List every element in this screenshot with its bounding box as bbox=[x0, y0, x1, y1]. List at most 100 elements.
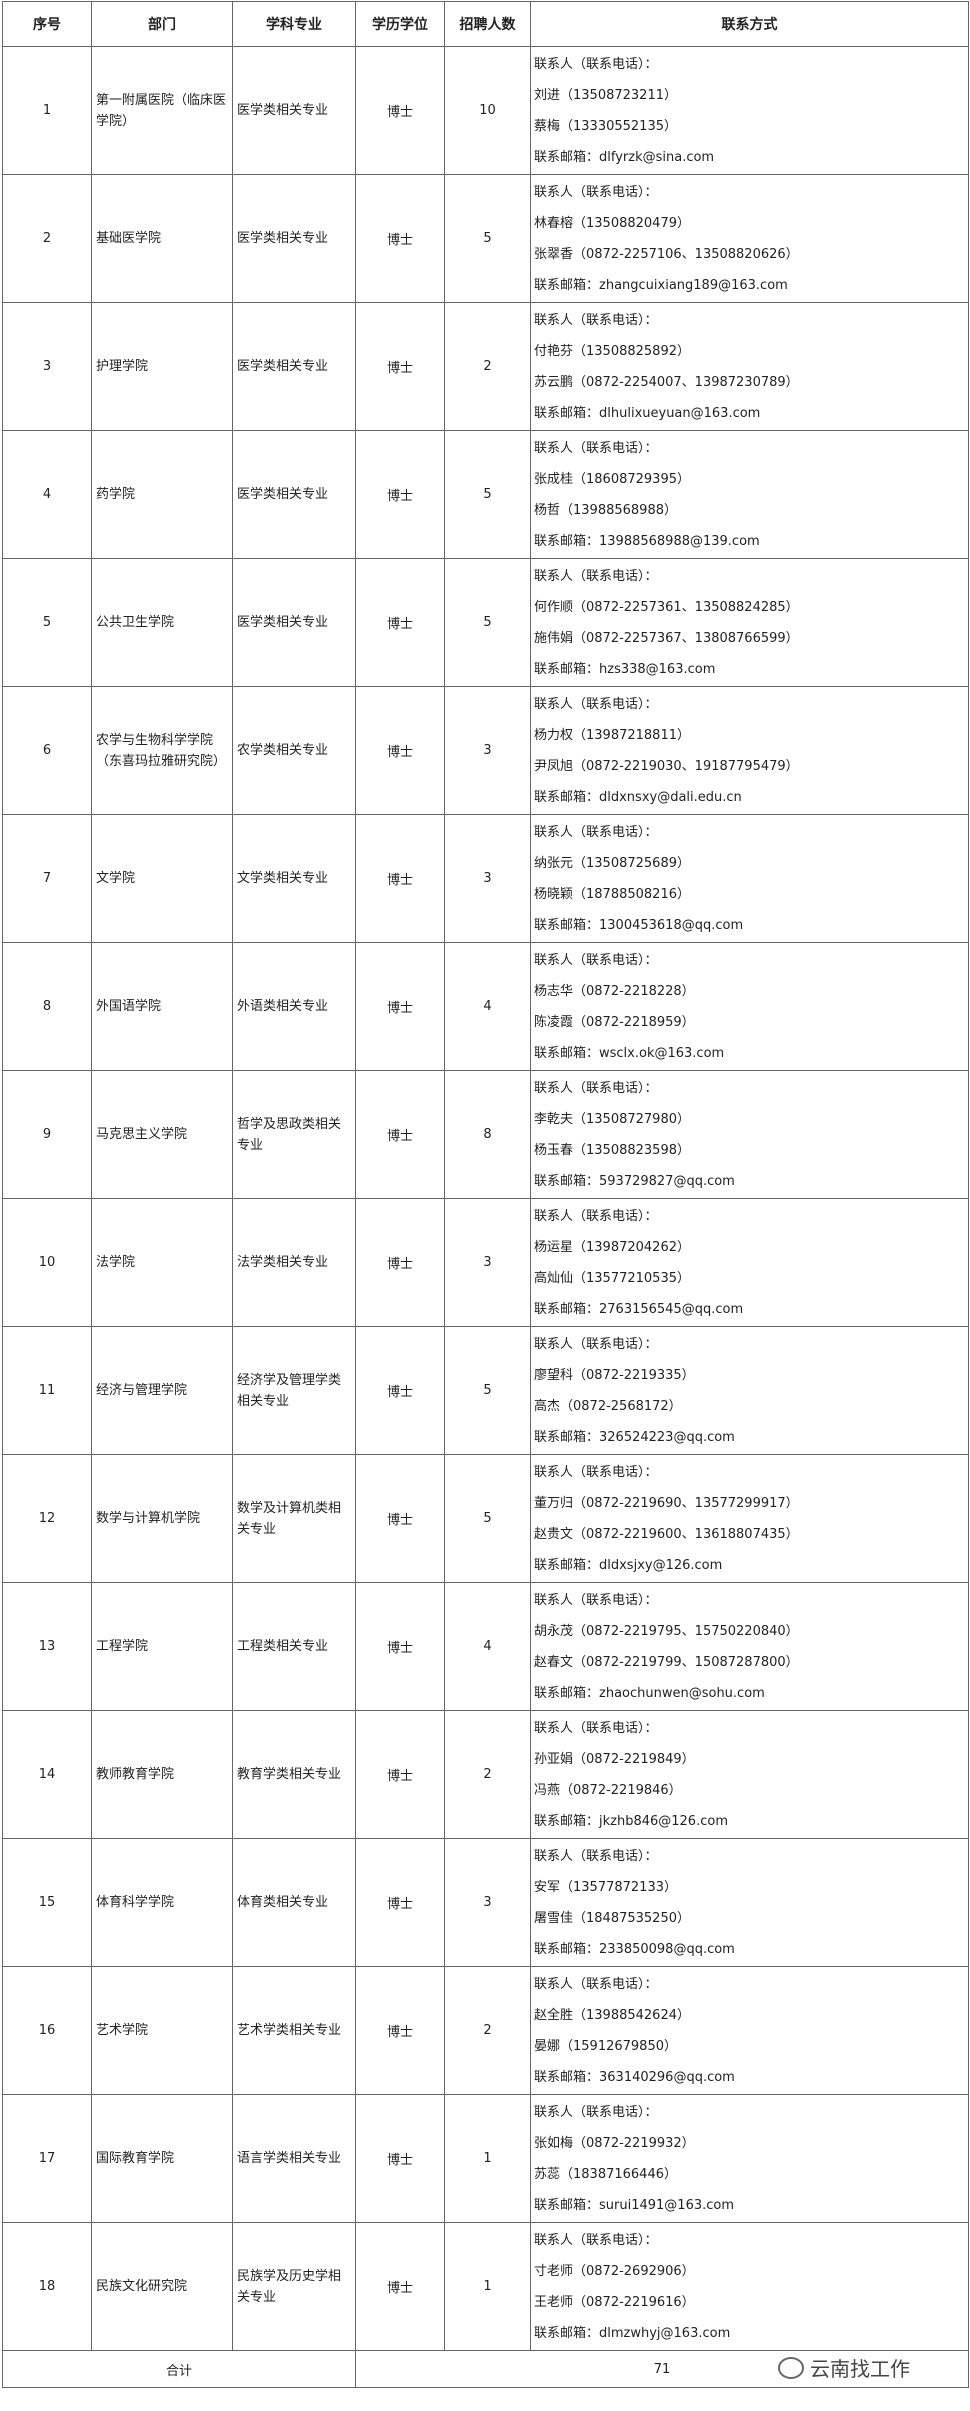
contact-line: 杨晓颖（18788508216） bbox=[534, 886, 690, 902]
contact-line: 联系邮箱：dldxsjxy@126.com bbox=[534, 1557, 723, 1573]
table-row: 14 教师教育学院 教育学类相关专业 博士 2 联系人（联系电话）： 孙亚娟（0872-22… bbox=[2, 1710, 969, 1839]
total-value: 71 bbox=[355, 2350, 969, 2388]
headcount: 3 bbox=[444, 1198, 531, 1327]
table-row: 1 第一附属医院（临床医学院） 医学类相关专业 博士 10 联系人（联系电话）： 刘进（13… bbox=[2, 46, 969, 175]
row-number: 15 bbox=[2, 1838, 92, 1967]
degree: 博士 bbox=[355, 1582, 445, 1711]
headcount: 3 bbox=[444, 814, 531, 943]
degree: 博士 bbox=[355, 558, 445, 687]
major: 医学类相关专业 bbox=[232, 174, 356, 303]
contact-line: 何作顺（0872-2257361、13508824285） bbox=[534, 599, 799, 615]
degree: 博士 bbox=[355, 942, 445, 1071]
contact-line: 刘进（13508723211） bbox=[534, 87, 677, 103]
contact-line: 杨运星（13987204262） bbox=[534, 1239, 690, 1255]
major: 医学类相关专业 bbox=[232, 302, 356, 431]
row-number: 6 bbox=[2, 686, 92, 815]
headcount: 5 bbox=[444, 558, 531, 687]
table-row: 7 文学院 文学类相关专业 博士 3 联系人（联系电话）： 纳张元（13508725689）… bbox=[2, 814, 969, 943]
department: 护理学院 bbox=[91, 302, 233, 431]
contact-line: 联系人（联系电话）： bbox=[534, 952, 658, 968]
row-number: 8 bbox=[2, 942, 92, 1071]
contact-line: 联系人（联系电话）： bbox=[534, 1720, 658, 1736]
table-row: 4 药学院 医学类相关专业 博士 5 联系人（联系电话）： 张成桂（18608729395）… bbox=[2, 430, 969, 559]
contact-line: 联系邮箱：dlfyrzk@sina.com bbox=[534, 149, 715, 165]
contact-line: 联系人（联系电话）： bbox=[534, 56, 658, 72]
column-header: 联系方式 bbox=[530, 1, 969, 47]
contact-line: 赵全胜（13988542624） bbox=[534, 2007, 690, 2023]
major: 农学类相关专业 bbox=[232, 686, 356, 815]
contact-line: 陈凌霞（0872-2218959） bbox=[534, 1014, 695, 1030]
contact-line: 联系人（联系电话）： bbox=[534, 2104, 658, 2120]
contact-cell: 联系人（联系电话）： 李乾夫（13508727980） 杨玉春（1350882359… bbox=[530, 1070, 969, 1199]
degree: 博士 bbox=[355, 302, 445, 431]
department: 体育科学学院 bbox=[91, 1838, 233, 1967]
contact-cell: 联系人（联系电话）： 孙亚娟（0872-2219849） 冯燕（0872-22198… bbox=[530, 1710, 969, 1839]
headcount: 5 bbox=[444, 430, 531, 559]
column-header: 部门 bbox=[91, 1, 233, 47]
row-number: 12 bbox=[2, 1454, 92, 1583]
contact-line: 张如梅（0872-2219932） bbox=[534, 2135, 695, 2151]
major: 民族学及历史学相关专业 bbox=[232, 2222, 356, 2351]
contact-line: 联系邮箱：dlhulixueyuan@163.com bbox=[534, 405, 761, 421]
contact-line: 王老师（0872-2219616） bbox=[534, 2294, 695, 2310]
department: 马克思主义学院 bbox=[91, 1070, 233, 1199]
degree: 博士 bbox=[355, 1966, 445, 2095]
major: 医学类相关专业 bbox=[232, 430, 356, 559]
department: 艺术学院 bbox=[91, 1966, 233, 2095]
contact-cell: 联系人（联系电话）： 寸老师（0872-2692906） 王老师（0872-2219… bbox=[530, 2222, 969, 2351]
contact-line: 联系人（联系电话）： bbox=[534, 1080, 658, 1096]
contact-cell: 联系人（联系电话）： 何作顺（0872-2257361、13508824285） 施… bbox=[530, 558, 969, 687]
contact-line: 联系邮箱：surui1491@163.com bbox=[534, 2197, 735, 2213]
headcount: 4 bbox=[444, 942, 531, 1071]
contact-line: 联系邮箱：jkzhb846@126.com bbox=[534, 1813, 728, 1829]
headcount: 5 bbox=[444, 174, 531, 303]
department: 法学院 bbox=[91, 1198, 233, 1327]
contact-line: 张翠香（0872-2257106、13508820626） bbox=[534, 246, 799, 262]
contact-line: 联系邮箱：593729827@qq.com bbox=[534, 1173, 735, 1189]
major: 医学类相关专业 bbox=[232, 46, 356, 175]
degree: 博士 bbox=[355, 46, 445, 175]
contact-line: 寸老师（0872-2692906） bbox=[534, 2263, 695, 2279]
contact-line: 联系邮箱：326524223@qq.com bbox=[534, 1429, 735, 1445]
department: 农学与生物科学学院（东喜玛拉雅研究院） bbox=[91, 686, 233, 815]
contact-line: 冯燕（0872-2219846） bbox=[534, 1782, 682, 1798]
contact-line: 联系人（联系电话）： bbox=[534, 1848, 658, 1864]
contact-line: 高杰（0872-2568172） bbox=[534, 1398, 682, 1414]
contact-line: 李乾夫（13508727980） bbox=[534, 1111, 690, 1127]
department: 第一附属医院（临床医学院） bbox=[91, 46, 233, 175]
contact-line: 廖望科（0872-2219335） bbox=[534, 1367, 695, 1383]
contact-cell: 联系人（联系电话）： 董万归（0872-2219690、13577299917） 赵… bbox=[530, 1454, 969, 1583]
row-number: 1 bbox=[2, 46, 92, 175]
contact-line: 尹凤旭（0872-2219030、19187795479） bbox=[534, 758, 799, 774]
contact-line: 纳张元（13508725689） bbox=[534, 855, 690, 871]
contact-line: 联系人（联系电话）： bbox=[534, 440, 658, 456]
table-row: 8 外国语学院 外语类相关专业 博士 4 联系人（联系电话）： 杨志华（0872-22182… bbox=[2, 942, 969, 1071]
contact-line: 联系人（联系电话）： bbox=[534, 1976, 658, 1992]
contact-line: 联系邮箱：wsclx.ok@163.com bbox=[534, 1045, 725, 1061]
total-label: 合计 bbox=[2, 2350, 356, 2388]
table-row: 17 国际教育学院 语言学类相关专业 博士 1 联系人（联系电话）： 张如梅（0872-22… bbox=[2, 2094, 969, 2223]
column-header: 学科专业 bbox=[232, 1, 356, 47]
department: 工程学院 bbox=[91, 1582, 233, 1711]
table-row: 16 艺术学院 艺术学类相关专业 博士 2 联系人（联系电话）： 赵全胜（139885426… bbox=[2, 1966, 969, 2095]
row-number: 5 bbox=[2, 558, 92, 687]
watermark: 云南找工作 bbox=[778, 2353, 910, 2382]
major: 经济学及管理学类相关专业 bbox=[232, 1326, 356, 1455]
degree: 博士 bbox=[355, 1326, 445, 1455]
degree: 博士 bbox=[355, 2094, 445, 2223]
table-row: 15 体育科学学院 体育类相关专业 博士 3 联系人（联系电话）： 安军（135778721… bbox=[2, 1838, 969, 1967]
table-row: 6 农学与生物科学学院（东喜玛拉雅研究院） 农学类相关专业 博士 3 联系人（联系电话）：… bbox=[2, 686, 969, 815]
major: 法学类相关专业 bbox=[232, 1198, 356, 1327]
contact-line: 联系人（联系电话）： bbox=[534, 824, 658, 840]
contact-line: 胡永茂（0872-2219795、15750220840） bbox=[534, 1623, 799, 1639]
headcount: 8 bbox=[444, 1070, 531, 1199]
contact-line: 孙亚娟（0872-2219849） bbox=[534, 1751, 695, 1767]
department: 药学院 bbox=[91, 430, 233, 559]
table-row: 2 基础医学院 医学类相关专业 博士 5 联系人（联系电话）： 林春榕（1350882047… bbox=[2, 174, 969, 303]
contact-line: 联系人（联系电话）： bbox=[534, 1336, 658, 1352]
table-row: 12 数学与计算机学院 数学及计算机类相关专业 博士 5 联系人（联系电话）： 董万归（08… bbox=[2, 1454, 969, 1583]
degree: 博士 bbox=[355, 174, 445, 303]
contact-line: 杨志华（0872-2218228） bbox=[534, 983, 695, 999]
contact-line: 联系人（联系电话）： bbox=[534, 696, 658, 712]
